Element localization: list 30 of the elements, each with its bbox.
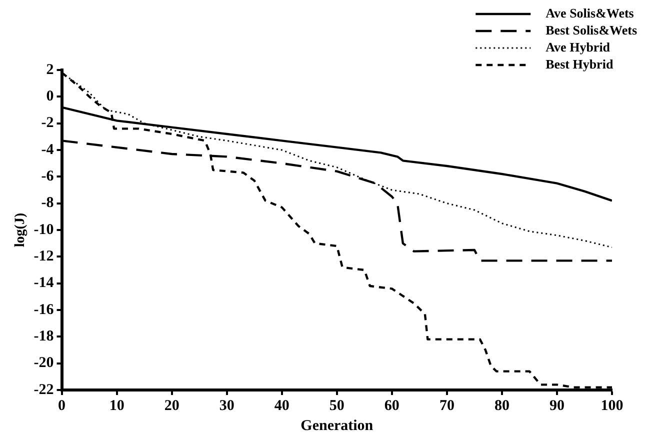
y-tick-label: -10 [34,222,54,238]
y-tick-label: -2 [41,115,54,132]
y-tick-label: -18 [34,328,54,345]
x-tick-label: 70 [439,398,454,414]
x-tick-label: 80 [494,398,510,414]
y-tick-label: -4 [41,142,54,158]
x-tick-label: 30 [219,398,234,414]
x-tick-label: 60 [384,398,400,414]
x-tick-label: 50 [329,398,344,414]
x-tick-label: 100 [600,398,624,414]
y-tick-label: 2 [46,62,54,78]
y-tick-label: 0 [46,88,54,105]
x-axis-title: Generation [300,418,374,434]
x-tick-label: 10 [109,398,124,414]
y-axis-title: log(J) [13,212,28,248]
y-tick-label: -6 [41,168,54,185]
y-tick-label: -12 [34,248,54,265]
y-tick-label: -16 [34,302,54,318]
y-tick-label: -8 [41,195,54,212]
legend-label: Ave Hybrid [546,39,611,54]
y-tick-label: -22 [34,382,54,398]
legend-label: Best Hybrid [546,56,614,72]
legend-label: Ave Solis&Wets [546,5,634,20]
y-tick-label: -14 [34,275,54,292]
x-tick-label: 40 [274,398,290,414]
x-tick-label: 20 [164,398,180,414]
x-tick-label: 0 [58,398,66,414]
legend-label: Best Solis&Wets [546,22,638,38]
y-tick-label: -20 [34,355,54,372]
x-tick-label: 90 [549,398,564,414]
